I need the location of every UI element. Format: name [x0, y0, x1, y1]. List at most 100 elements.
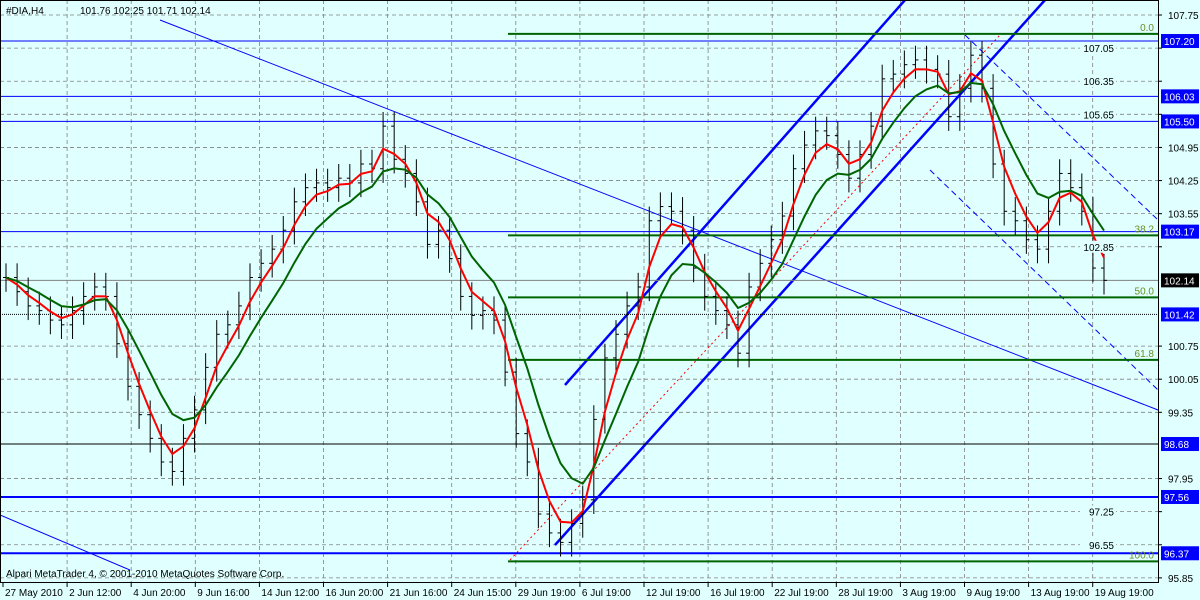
fibo-label: 0.0 [1140, 23, 1154, 34]
price-level-label: 107.20 [1164, 37, 1195, 48]
ohlc-bar [923, 45, 930, 84]
y-tick-label: 95.85 [1168, 574, 1193, 585]
ohlc-bar [613, 320, 619, 373]
x-tick-label: 27 May 2010 [5, 588, 63, 599]
ohlc-bar [391, 111, 398, 174]
ohlc-bar [956, 74, 963, 131]
ohlc-bar [513, 357, 520, 448]
ohlc-bar [1067, 159, 1074, 202]
x-tick-label: 9 Jun 16:00 [197, 588, 250, 599]
ohlc-bar [590, 405, 597, 515]
y-tick-label: 107.05 [1083, 44, 1114, 55]
ohlc-bar [901, 50, 908, 89]
ohlc-bar [302, 173, 309, 217]
x-tick-label: 6 Jul 19:00 [582, 588, 631, 599]
ohlc-bar [335, 163, 342, 202]
y-tick-label: 102.85 [1083, 243, 1114, 254]
price-level-badge [1161, 224, 1199, 239]
ohlc-bar [269, 234, 276, 278]
y-tick-label: 106.35 [1083, 77, 1114, 88]
ohlc-bar [36, 291, 43, 325]
x-tick-label: 29 Jun 19:00 [518, 588, 576, 599]
y-tick-label: 100.05 [1168, 375, 1199, 386]
ohlc-bar [158, 424, 165, 477]
ohlc-bar [291, 187, 298, 245]
ohlc-bar [912, 45, 919, 79]
y-tick-label: 96.55 [1089, 541, 1114, 552]
price-level-badge [1161, 114, 1199, 129]
chart-header-symbol: #DIA,H4 [6, 6, 44, 17]
ohlc-bar [1012, 197, 1019, 235]
ohlc-bar [668, 192, 675, 226]
y-tick-label: 105.65 [1083, 110, 1114, 121]
ohlc-bar [457, 244, 464, 311]
ohlc-bar [1045, 197, 1052, 264]
ohlc-bar [845, 140, 852, 193]
price-level-badge [1161, 489, 1199, 504]
ohlc-bar [58, 305, 65, 340]
ohlc-bar [313, 168, 320, 202]
ohlc-bar [1101, 253, 1107, 295]
fibo-label: 50.0 [1135, 286, 1155, 297]
y-tick-label-bg [1080, 538, 1116, 551]
trend-line [554, 0, 1046, 546]
price-axis: 107.75 104.95 104.25 103.55 100.75 100.05 99.3… [1158, 11, 1199, 585]
price-level-label: 98.68 [1164, 440, 1189, 451]
ohlc-bar [790, 154, 797, 231]
x-tick-label: 16 Jun 20:00 [326, 588, 384, 599]
ohlc-bar [235, 291, 242, 340]
trend-line [929, 169, 1159, 391]
fast-ma-line [5, 68, 1105, 524]
x-tick-label: 12 Jul 19:00 [646, 588, 701, 599]
ohlc-bar [568, 509, 575, 557]
price-level-badge [1161, 273, 1199, 288]
y-tick-label: 97.95 [1168, 475, 1193, 486]
ohlc-bar [746, 272, 753, 368]
price-level-badge [1161, 546, 1199, 561]
x-tick-label: 9 Aug 19:00 [967, 588, 1021, 599]
ohlc-bar [191, 395, 198, 453]
ohlc-bar [657, 192, 664, 235]
ohlc-bar [768, 225, 775, 278]
ohlc-bar [247, 263, 253, 321]
y-tick-label: 104.25 [1168, 177, 1199, 188]
ohlc-bar [125, 329, 131, 401]
x-tick-label: 21 Jun 16:00 [390, 588, 448, 599]
price-level-label: 101.42 [1164, 310, 1195, 321]
ohlc-bar [91, 272, 98, 311]
ohlc-bar [258, 249, 265, 292]
ohlc-bar [102, 272, 109, 311]
y-tick-label: 104.95 [1168, 143, 1199, 154]
ohlc-bar [25, 277, 32, 321]
ohlc-bar [402, 145, 409, 188]
fibo-label: 38.2 [1135, 224, 1155, 235]
x-tick-label: 2 Jun 12:00 [69, 588, 122, 599]
x-tick-label: 13 Aug 19:00 [1031, 588, 1090, 599]
price-level-badge [1161, 89, 1199, 104]
y-tick-label-bg [1080, 108, 1116, 121]
y-tick-label-bg [1080, 42, 1116, 55]
y-tick-label-bg [1080, 505, 1116, 518]
price-level-label: 103.17 [1164, 228, 1195, 239]
ohlc-bar [967, 41, 974, 103]
x-tick-label: 16 Jul 19:00 [710, 588, 765, 599]
y-tick-label: 97.25 [1089, 508, 1114, 519]
trend-line [0, 514, 131, 571]
price-level-badge [1161, 437, 1199, 452]
price-level-label: 102.14 [1164, 276, 1195, 287]
ohlc-bar [424, 187, 431, 259]
slow-ma-line [5, 81, 1105, 485]
fibo-label: 61.8 [1135, 349, 1155, 360]
ohlc-bar [446, 216, 453, 273]
ohlc-bar [701, 253, 708, 311]
x-tick-label: 14 Jun 12:00 [261, 588, 319, 599]
x-tick-label: 28 Jul 19:00 [838, 588, 893, 599]
y-tick-label: 100.75 [1168, 342, 1199, 353]
price-level-label: 97.56 [1164, 493, 1189, 504]
price-level-label: 105.50 [1164, 117, 1195, 128]
ohlc-bar [502, 305, 509, 387]
trend-line [159, 19, 1159, 411]
ohlc-bar [646, 206, 653, 302]
x-tick-label: 24 Jun 15:00 [454, 588, 512, 599]
